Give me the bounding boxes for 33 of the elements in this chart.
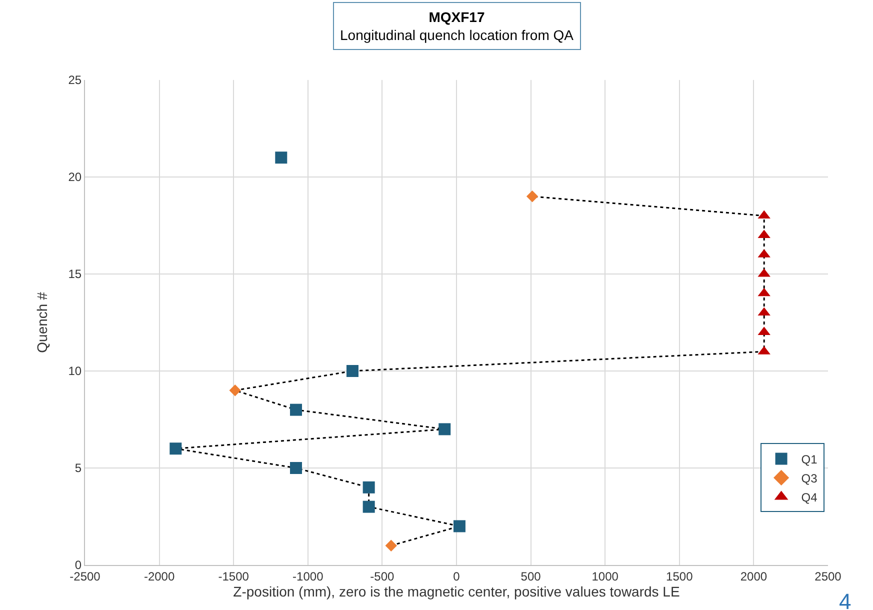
x-tick-label: -500 — [370, 569, 395, 584]
x-tick-label: -1500 — [218, 569, 250, 584]
point — [290, 404, 302, 416]
y-tick-label: 25 — [68, 73, 82, 88]
legend-label: Q3 — [801, 471, 818, 486]
x-axis-title: Z-position (mm), zero is the magnetic center, positive values towards LE — [233, 584, 680, 600]
x-tick-label: 2000 — [740, 569, 768, 584]
y-tick-label: 10 — [68, 364, 82, 378]
point — [453, 520, 466, 532]
y-tick-label: 20 — [68, 170, 82, 184]
chart-subtitle: Longitudinal quench location from QA — [340, 27, 574, 44]
chart-title: MQXF17 — [428, 9, 485, 25]
point — [170, 442, 182, 455]
y-tick-label: 5 — [74, 461, 82, 476]
point — [438, 423, 451, 436]
x-tick-label: 0 — [453, 569, 460, 584]
point — [385, 540, 397, 552]
x-tick-label: 500 — [520, 569, 542, 584]
point — [346, 365, 358, 377]
legend-label: Q1 — [801, 452, 818, 466]
x-tick-label: -1000 — [292, 569, 324, 584]
point — [290, 462, 302, 474]
point — [229, 384, 241, 396]
y-tick-label: 15 — [68, 267, 82, 282]
x-tick-label: 1000 — [592, 569, 619, 584]
legend-label: Q4 — [801, 490, 818, 504]
text: 4 — [839, 589, 852, 610]
point — [362, 500, 375, 513]
point — [362, 481, 375, 494]
x-tick-label: 1500 — [666, 569, 694, 584]
x-tick-label: 2500 — [814, 569, 842, 584]
y-axis-title: Quench # — [34, 292, 50, 353]
x-tick-label: -2000 — [144, 569, 175, 584]
